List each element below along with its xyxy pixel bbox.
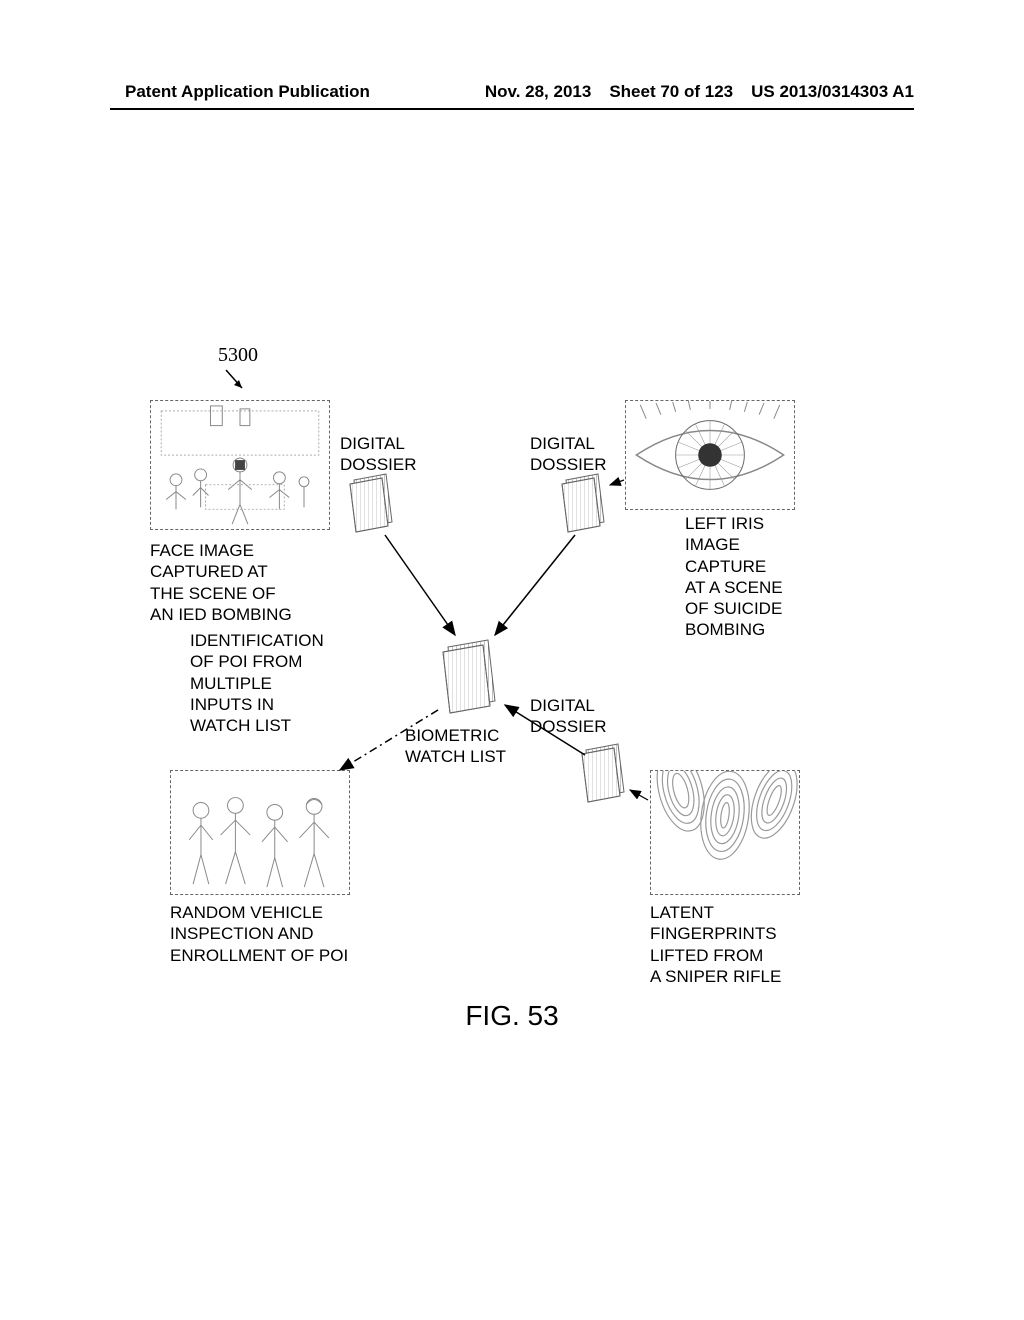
header-right: Nov. 28, 2013 Sheet 70 of 123 US 2013/03… [485, 82, 914, 102]
face-scene-image [150, 400, 330, 530]
face-caption: FACE IMAGE CAPTURED AT THE SCENE OF AN I… [150, 540, 292, 625]
biometric-label: BIOMETRIC WATCH LIST [405, 725, 506, 768]
fingerprint-caption: LATENT FINGERPRINTS LIFTED FROM A SNIPER… [650, 902, 781, 987]
fingerprint-image [650, 770, 800, 895]
vehicle-inspection-image [170, 770, 350, 895]
dossier-icon-3 [580, 740, 628, 804]
dossier-icon-1 [348, 470, 396, 534]
header-sheet: Sheet 70 of 123 [609, 82, 733, 102]
page-header: Patent Application Publication Nov. 28, … [0, 82, 1024, 102]
iris-caption: LEFT IRIS IMAGE CAPTURE AT A SCENE OF SU… [685, 513, 783, 641]
dossier-icon-2 [560, 470, 608, 534]
dossier-label-3: DIGITAL DOSSIER [530, 695, 607, 738]
figure-diagram: FACE IMAGE CAPTURED AT THE SCENE OF AN I… [130, 340, 890, 1060]
header-rule [110, 108, 914, 110]
iris-image [625, 400, 795, 510]
dossier-label-1: DIGITAL DOSSIER [340, 433, 417, 476]
dossier-label-2: DIGITAL DOSSIER [530, 433, 607, 476]
vehicle-caption: RANDOM VEHICLE INSPECTION AND ENROLLMENT… [170, 902, 348, 966]
figure-caption: FIG. 53 [465, 1000, 558, 1032]
header-pubnum: US 2013/0314303 A1 [751, 82, 914, 102]
header-left: Patent Application Publication [125, 82, 370, 102]
header-date: Nov. 28, 2013 [485, 82, 591, 102]
poi-caption: IDENTIFICATION OF POI FROM MULTIPLE INPU… [190, 630, 324, 736]
biometric-watchlist-icon [440, 635, 500, 715]
